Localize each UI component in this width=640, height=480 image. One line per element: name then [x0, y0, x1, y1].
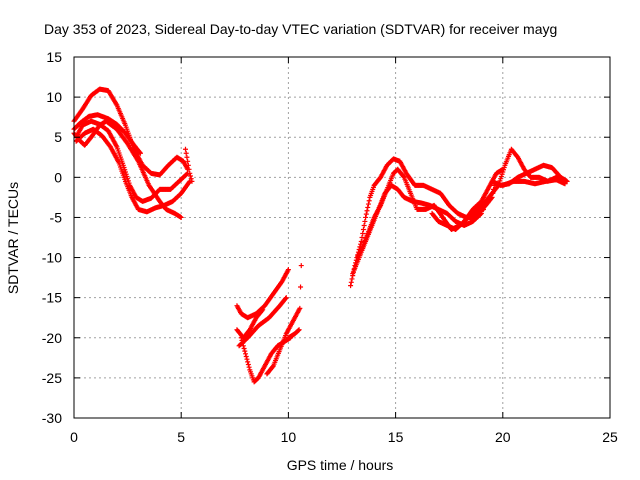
data-point: [186, 179, 192, 185]
plot-border: [73, 56, 611, 419]
data-point: [400, 173, 406, 179]
data-point: [283, 295, 289, 301]
data-point: [491, 186, 497, 192]
y-tick-label: 0: [54, 169, 62, 185]
y-tick-label: -15: [42, 290, 62, 306]
data-point: [296, 327, 302, 333]
data-point: [283, 296, 289, 302]
data-point: [245, 359, 251, 365]
data-point: [298, 284, 304, 290]
data-point: [348, 283, 354, 289]
data-point: [241, 345, 247, 351]
y-tick-label: -5: [50, 209, 63, 225]
data-point: [489, 194, 495, 200]
data-point: [360, 230, 366, 236]
x-tick-label: 10: [281, 429, 297, 445]
data-point: [244, 356, 250, 362]
data-point: [270, 364, 276, 370]
y-tick-label: -10: [42, 250, 62, 266]
y-axis-label: SDTVAR / TECUs: [5, 182, 21, 294]
y-tick-label: 15: [46, 49, 62, 65]
chart-title: Day 353 of 2023, Sidereal Day-to-day VTE…: [44, 21, 557, 37]
data-point: [295, 327, 301, 333]
x-axis-label: GPS time / hours: [287, 457, 394, 473]
data-point: [366, 198, 372, 204]
data-point: [188, 176, 194, 182]
x-tick-label: 5: [177, 429, 185, 445]
x-tick-label: 0: [70, 429, 78, 445]
data-point: [359, 235, 365, 240]
data-point: [259, 308, 265, 314]
y-tick-label: 5: [54, 129, 62, 145]
data-point: [137, 149, 143, 155]
data-point: [285, 267, 291, 273]
data-point: [297, 305, 303, 311]
data-point: [260, 307, 266, 313]
data-point: [246, 364, 252, 370]
data-point: [358, 239, 364, 245]
data-point: [298, 263, 304, 269]
data-point: [360, 226, 366, 232]
data-point: [562, 181, 568, 187]
data-point: [185, 158, 191, 164]
data-point: [178, 214, 184, 220]
y-tick-label: -30: [42, 410, 62, 426]
data-point: [365, 201, 371, 207]
data-point: [362, 218, 368, 224]
data-point: [189, 178, 195, 184]
data-point: [183, 150, 189, 156]
data-point: [184, 171, 190, 177]
x-tick-label: 20: [495, 429, 511, 445]
data-point: [242, 348, 248, 354]
data-point: [238, 335, 244, 341]
data-point: [490, 190, 496, 196]
data-point: [361, 222, 367, 228]
data-point: [363, 214, 369, 220]
data-point: [184, 154, 190, 160]
data-point: [491, 182, 497, 188]
data-point: [137, 150, 143, 156]
x-tick-label: 15: [388, 429, 404, 445]
data-point: [365, 204, 371, 210]
y-tick-label: 10: [46, 89, 62, 105]
x-tick-label: 25: [602, 429, 618, 445]
axes: 0 5 10 15 20 25 -30 -25 -20 -15 -10 -5 0 5 10 15: [42, 49, 618, 445]
data-point: [349, 276, 355, 282]
data-point: [364, 208, 370, 214]
data-point: [488, 195, 494, 201]
data-point: [363, 211, 369, 217]
data-series: [71, 86, 570, 385]
data-point: [187, 170, 193, 176]
data-point: [182, 146, 188, 152]
data-point: [348, 279, 354, 285]
data-point: [187, 173, 193, 179]
data-point: [185, 162, 191, 168]
y-tick-label: -20: [42, 330, 62, 346]
y-tick-label: -25: [42, 370, 62, 386]
data-point: [243, 351, 249, 357]
data-point: [500, 166, 506, 172]
data-point: [186, 166, 192, 172]
data-point: [245, 362, 251, 368]
data-point: [243, 353, 249, 359]
